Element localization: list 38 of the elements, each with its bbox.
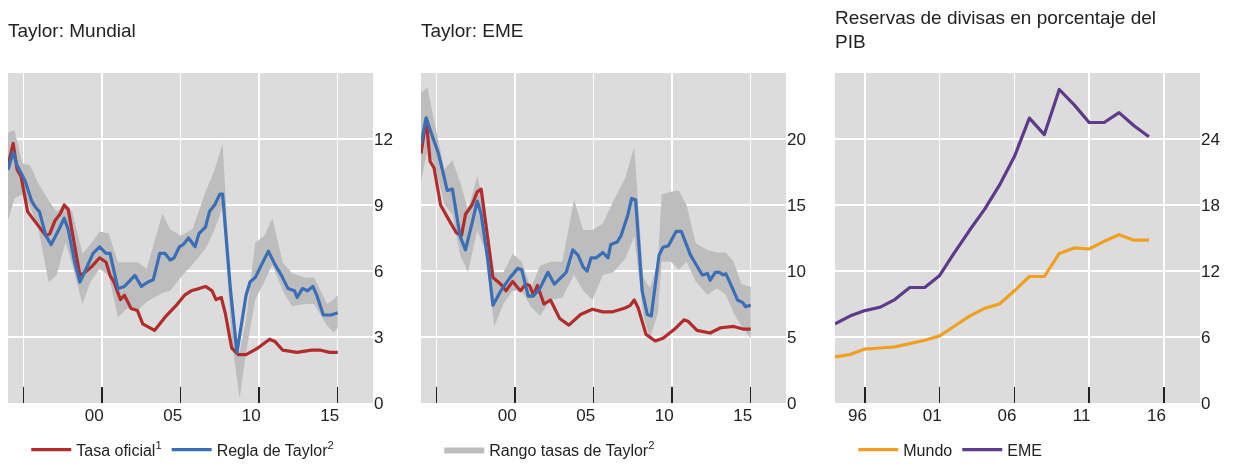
y-tick-label: 18: [1200, 195, 1220, 215]
line-series: [834, 87, 1151, 326]
x-tick-label: 16: [1146, 406, 1166, 425]
legend-label: Tasa oficial$^{1}$: [76, 439, 162, 459]
y-tick-label: 0: [787, 393, 797, 413]
line-series: [834, 233, 1151, 359]
legend-label: Regla de Taylor$^{2}$: [216, 439, 334, 459]
y-tick-label: 10: [787, 261, 807, 281]
y-tick-label: 12: [1200, 261, 1220, 281]
y-tick-label: 15: [787, 195, 807, 215]
chart-title: Taylor: Mundial: [8, 20, 136, 42]
legend-label: Rango tasas de Taylor$^{2}$: [489, 439, 655, 459]
chart-title: Reservas de divisas en porcentaje del PIB: [834, 6, 1156, 53]
y-tick-label: 6: [374, 261, 384, 281]
y-tick-label: 12: [374, 129, 393, 149]
y-tick-label: 20: [787, 129, 807, 149]
x-tick-label: 00: [498, 406, 518, 425]
x-tick-label: 10: [655, 406, 675, 425]
y-tick-label: 6: [1200, 327, 1211, 347]
x-tick-label: 05: [576, 406, 596, 425]
x-tick-label: 01: [922, 406, 942, 425]
x-tick-label: 11: [1072, 406, 1091, 425]
x-tick-label: 06: [997, 406, 1016, 425]
y-tick-label: 0: [374, 393, 384, 413]
y-tick-label: 0: [1200, 393, 1211, 413]
legend-label: Mundo: [902, 441, 952, 459]
x-tick-label: 96: [847, 406, 867, 425]
x-tick-label: 00: [84, 406, 104, 425]
y-tick-label: 24: [1200, 129, 1220, 149]
legend-label: EME: [1006, 441, 1042, 459]
y-tick-label: 5: [787, 327, 797, 347]
chart-title: Taylor: EME: [421, 20, 524, 42]
x-tick-label: 10: [241, 406, 261, 425]
x-tick-label: 15: [733, 406, 753, 425]
y-tick-label: 9: [374, 195, 384, 215]
y-tick-label: 3: [374, 327, 384, 347]
x-tick-label: 15: [320, 406, 340, 425]
x-tick-label: 05: [163, 406, 183, 425]
